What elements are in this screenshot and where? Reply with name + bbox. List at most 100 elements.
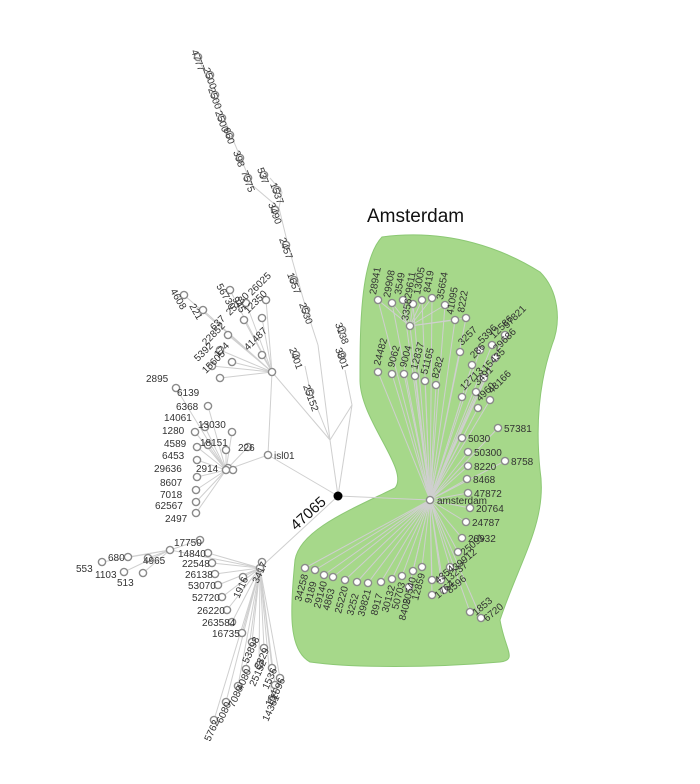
graph-node[interactable] [387, 298, 397, 308]
graph-node[interactable] [387, 369, 397, 379]
graph-node[interactable] [473, 403, 483, 413]
graph-node[interactable] [291, 350, 301, 360]
graph-node[interactable] [228, 465, 238, 475]
graph-node[interactable] [195, 535, 205, 545]
graph-node[interactable] [457, 533, 467, 543]
graph-node[interactable] [203, 440, 213, 450]
graph-node[interactable] [203, 548, 213, 558]
graph-node[interactable] [257, 313, 267, 323]
graph-node[interactable] [261, 295, 271, 305]
graph-node[interactable] [207, 361, 217, 371]
graph-node[interactable] [417, 295, 427, 305]
graph-node[interactable] [257, 350, 267, 360]
graph-node[interactable] [267, 695, 277, 705]
graph-node[interactable] [247, 637, 257, 647]
graph-node[interactable] [179, 290, 189, 300]
graph-node[interactable] [463, 488, 473, 498]
graph-node[interactable] [410, 371, 420, 381]
graph-node[interactable] [485, 395, 495, 405]
graph-node[interactable] [420, 376, 430, 386]
graph-node[interactable] [487, 340, 497, 350]
graph-node[interactable] [210, 90, 220, 100]
graph-node[interactable] [427, 575, 437, 585]
graph-node[interactable] [97, 557, 107, 567]
graph-node[interactable] [225, 130, 235, 140]
graph-node[interactable] [215, 373, 225, 383]
graph-node[interactable] [337, 325, 347, 335]
graph-node[interactable] [270, 680, 280, 690]
graph-node[interactable] [203, 401, 213, 411]
graph-node[interactable] [405, 321, 415, 331]
graph-node[interactable] [192, 442, 202, 452]
graph-node[interactable] [427, 293, 437, 303]
graph-node[interactable] [222, 605, 232, 615]
graph-node[interactable] [233, 681, 243, 691]
graph-node[interactable] [191, 497, 201, 507]
graph-node[interactable] [221, 445, 231, 455]
graph-node[interactable] [319, 570, 329, 580]
graph-node[interactable] [270, 205, 280, 215]
graph-node[interactable] [445, 562, 455, 572]
graph-node[interactable] [259, 170, 269, 180]
graph-node[interactable] [225, 285, 235, 295]
graph-node[interactable] [476, 613, 486, 623]
graph-node[interactable] [404, 582, 414, 592]
graph-node[interactable] [328, 572, 338, 582]
graph-node[interactable] [119, 567, 129, 577]
graph-node[interactable] [453, 547, 463, 557]
graph-node[interactable] [490, 353, 500, 363]
graph-node[interactable] [463, 447, 473, 457]
graph-node[interactable] [337, 350, 347, 360]
graph-node[interactable] [215, 345, 225, 355]
graph-node[interactable] [241, 664, 251, 674]
graph-node[interactable] [193, 52, 203, 62]
graph-node[interactable] [239, 315, 249, 325]
graph-node[interactable] [373, 295, 383, 305]
graph-node[interactable] [431, 380, 441, 390]
graph-node[interactable] [217, 113, 227, 123]
graph-node[interactable] [301, 305, 311, 315]
graph-node[interactable] [191, 508, 201, 518]
graph-node[interactable] [272, 185, 282, 195]
graph-node[interactable] [243, 173, 253, 183]
graph-node[interactable] [461, 313, 471, 323]
graph-node[interactable] [408, 566, 418, 576]
graph-node[interactable] [376, 577, 386, 587]
graph-node[interactable] [289, 275, 299, 285]
graph-node[interactable] [475, 345, 485, 355]
graph-node[interactable] [205, 70, 215, 80]
graph-node[interactable] [191, 485, 201, 495]
graph-node[interactable] [471, 387, 481, 397]
graph-node[interactable] [235, 153, 245, 163]
graph-node[interactable] [436, 575, 446, 585]
graph-node[interactable] [450, 315, 460, 325]
graph-node[interactable] [275, 673, 285, 683]
graph-node[interactable] [463, 461, 473, 471]
left-sub-node[interactable] [221, 465, 231, 475]
graph-node[interactable] [397, 571, 407, 581]
graph-node[interactable] [207, 558, 217, 568]
graph-node[interactable] [238, 572, 248, 582]
graph-node[interactable] [408, 299, 418, 309]
graph-node[interactable] [363, 578, 373, 588]
graph-node[interactable] [387, 574, 397, 584]
graph-node[interactable] [305, 387, 315, 397]
graph-node[interactable] [200, 422, 210, 432]
graph-node[interactable] [257, 557, 267, 567]
graph-node[interactable] [192, 455, 202, 465]
graph-node[interactable] [467, 360, 477, 370]
graph-node[interactable] [398, 295, 408, 305]
graph-node[interactable] [237, 628, 247, 638]
graph-node[interactable] [254, 660, 264, 670]
graph-node[interactable] [138, 568, 148, 578]
graph-node[interactable] [123, 552, 133, 562]
graph-node[interactable] [198, 305, 208, 315]
graph-node[interactable] [210, 569, 220, 579]
graph-node[interactable] [209, 715, 219, 725]
graph-node[interactable] [500, 456, 510, 466]
graph-node[interactable] [399, 369, 409, 379]
graph-node[interactable] [267, 663, 277, 673]
graph-node[interactable] [241, 298, 251, 308]
root-node[interactable] [333, 491, 343, 501]
graph-node[interactable] [373, 367, 383, 377]
